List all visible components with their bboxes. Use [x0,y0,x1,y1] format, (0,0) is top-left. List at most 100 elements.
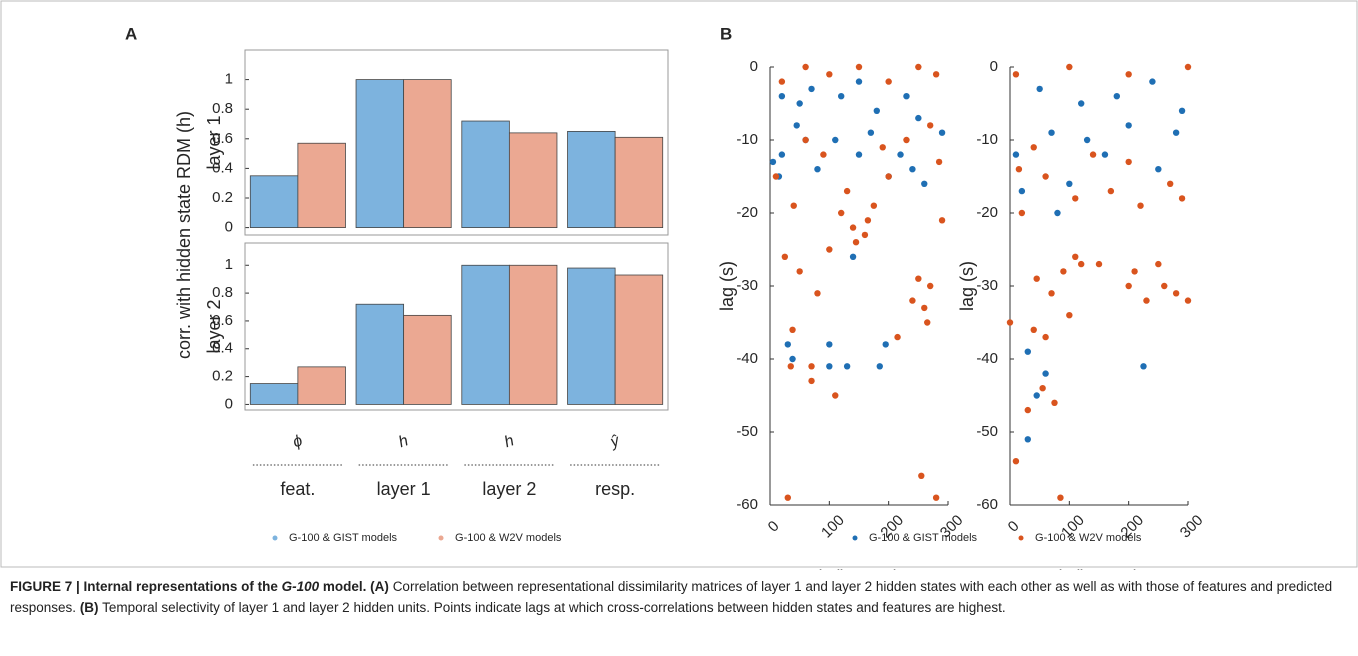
point [915,114,922,122]
point [915,275,922,282]
point [1015,166,1023,173]
bar [355,79,405,228]
caption-b-text: Temporal selectivity of layer 1 and laye… [102,600,1006,615]
y-tick-label: -60 [976,496,998,513]
point [784,494,791,501]
point [808,363,815,370]
point [885,78,892,85]
point [1125,158,1132,166]
x-tick-label: ϕ [291,432,305,451]
group-label: feat. [280,479,315,499]
x-tick-label: h [396,432,410,451]
y-tick-label: -40 [976,350,998,367]
point [1155,260,1162,268]
point [1083,136,1091,144]
legend-marker [852,535,858,541]
point [1137,202,1144,209]
point [1042,333,1049,341]
point [918,472,925,479]
point [793,122,800,129]
point [1039,385,1046,392]
point [1051,399,1058,406]
point [1033,392,1040,399]
x-tick-label: h [502,432,516,451]
bar [249,383,299,405]
point [1113,93,1121,100]
point [1101,151,1109,158]
point [1036,85,1043,93]
point [935,158,943,166]
figure: A B 0 0.2 0.4 0.6 0.8 1 layer 1 corr. with hidd… [0,0,1358,570]
point [1167,180,1174,187]
point [1172,290,1180,297]
point [1178,195,1186,202]
point [1024,348,1032,355]
point [843,363,851,370]
point [861,231,869,239]
x-tick-label: 0 [765,518,783,536]
caption-a-label: (A) [370,579,389,594]
legend-marker [1018,535,1024,541]
x-tick-label: 0 [1005,518,1023,536]
point [1107,187,1115,195]
legend-label: G-100 & GIST models [289,532,398,544]
bar [249,175,299,229]
legend-label: G-100 & GIST models [869,532,978,544]
point [1172,129,1180,136]
point [769,158,777,166]
point [820,151,827,158]
point [903,136,910,144]
y-tick-label: 0.4 [212,340,233,357]
point [796,100,803,107]
point [909,166,916,173]
point [838,209,845,217]
bar [614,274,664,405]
point [855,63,863,71]
point [1048,290,1055,297]
bar [355,303,405,405]
point [927,282,934,290]
point [1143,297,1150,304]
point [1095,260,1103,268]
y-tick-label: -10 [736,131,758,148]
point [932,71,940,78]
legend-marker [438,535,444,541]
point [1089,151,1097,158]
point [938,129,946,136]
point [843,187,851,195]
point [864,217,872,224]
point [1018,209,1026,217]
point [885,173,892,180]
point [1066,63,1073,71]
point [1140,363,1147,370]
point [814,166,821,173]
y-tick-label: 0.6 [212,312,233,329]
y-tick-label: 0 [225,219,233,236]
point [921,304,928,312]
y-tick-label: 1 [225,71,233,88]
point [789,355,796,363]
point [927,122,934,129]
point [870,202,878,209]
point [924,319,931,326]
point [1012,71,1020,78]
point [1024,436,1032,443]
point [1066,180,1073,187]
point [915,63,922,71]
bar [614,136,664,229]
point [1033,275,1040,282]
y-tick-label: -20 [976,204,998,221]
panel-label: B [720,24,732,43]
point [855,78,863,85]
point [921,180,928,187]
point [789,326,796,333]
point [826,363,833,370]
figure-border [0,0,1358,568]
point [778,151,786,158]
point [903,93,910,100]
y-tick-label: -50 [976,423,998,440]
point [1149,78,1156,85]
y-tick-label: 0 [990,58,998,75]
bar [403,79,452,228]
point [1184,297,1192,304]
